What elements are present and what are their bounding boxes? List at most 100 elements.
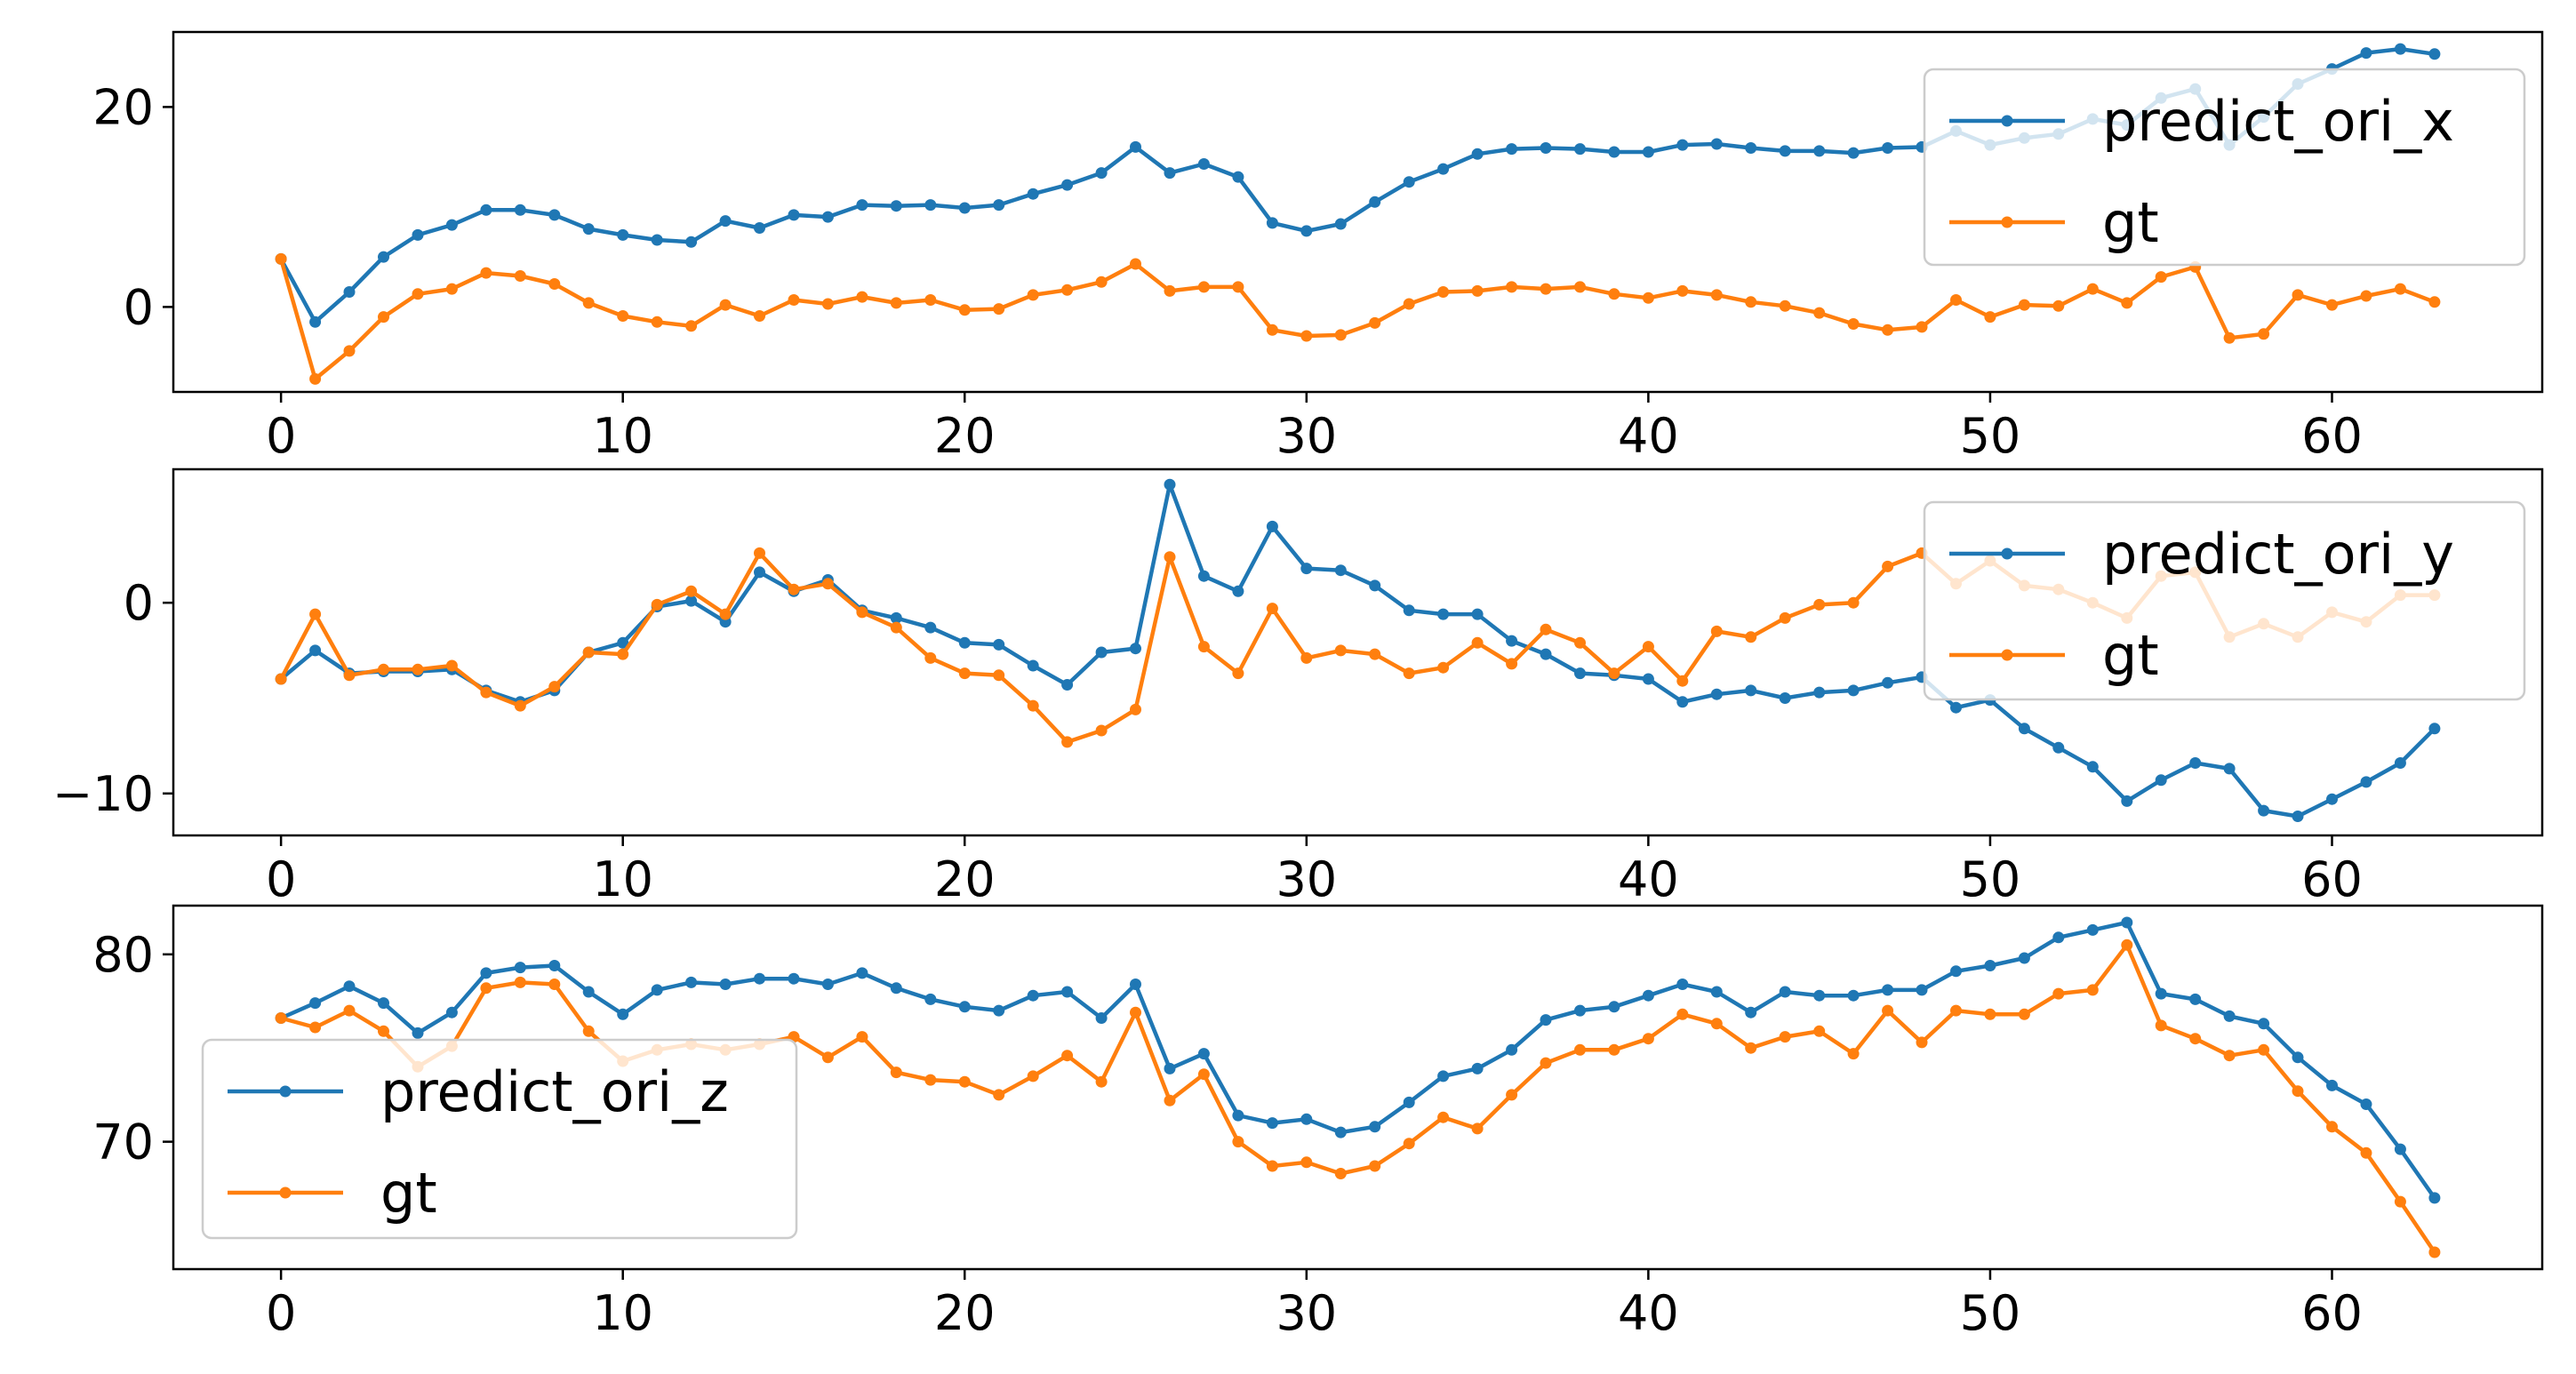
data-point	[2189, 757, 2202, 769]
x-tick-label: 50	[1960, 851, 2021, 907]
data-point	[2326, 1121, 2338, 1133]
data-point	[1403, 604, 1415, 617]
legend-entry-gt: gt	[228, 1161, 437, 1226]
data-point	[480, 686, 492, 699]
axes-frame	[172, 30, 2544, 394]
data-point	[1847, 318, 1860, 330]
data-point	[1710, 289, 1723, 301]
data-point	[2121, 297, 2133, 309]
subplot-2: 0 10 20 30 40 50 60 −10 0 predict_ori_ygt	[52, 467, 2544, 907]
data-point	[1164, 478, 1176, 491]
data-point	[719, 215, 732, 228]
data-point	[1266, 217, 1278, 229]
data-point	[1847, 1048, 1860, 1060]
data-point	[1916, 1036, 1928, 1049]
data-point	[2428, 296, 2441, 308]
data-point	[856, 1031, 868, 1043]
data-point	[275, 673, 287, 685]
data-point	[2223, 332, 2236, 344]
data-point	[1847, 989, 1860, 1002]
y-tick-label: −10	[52, 766, 154, 822]
data-point	[890, 297, 902, 309]
data-point	[1847, 147, 1860, 159]
data-point	[821, 1051, 834, 1064]
data-point	[1471, 148, 1484, 160]
data-point	[993, 669, 1005, 682]
legend-entry-gt: gt	[1949, 623, 2159, 688]
data-point	[2394, 43, 2406, 55]
x-tick-label: 20	[934, 408, 996, 464]
x-tick-label: 10	[592, 851, 653, 907]
legend: predict_ori_zgt	[201, 1038, 798, 1240]
data-point	[1437, 661, 1450, 674]
data-point	[1197, 281, 1210, 293]
data-point	[2428, 723, 2441, 735]
data-point	[1403, 298, 1415, 310]
data-point	[2052, 741, 2065, 754]
data-point	[1334, 564, 1347, 577]
legend: predict_ori_ygt	[1923, 500, 2526, 701]
x-tick-label: 50	[1960, 408, 2021, 464]
data-point	[309, 997, 322, 1010]
legend-box	[201, 1038, 798, 1240]
data-point	[309, 316, 322, 328]
data-point	[2326, 793, 2338, 805]
x-tick-label: 60	[2301, 1285, 2363, 1341]
data-point	[617, 228, 629, 241]
data-point	[1403, 1096, 1415, 1108]
data-point	[343, 669, 356, 682]
data-point	[445, 283, 458, 295]
data-point	[514, 962, 526, 974]
data-point	[1779, 300, 1791, 312]
data-point	[1882, 676, 1894, 689]
data-point	[582, 1025, 595, 1037]
data-point	[2018, 299, 2030, 311]
data-point	[275, 1012, 287, 1024]
x-tick-label: 60	[2301, 851, 2363, 907]
data-point	[1676, 1008, 1689, 1020]
data-point	[1130, 979, 1141, 990]
data-point	[1334, 1126, 1347, 1138]
data-point	[1232, 1109, 1244, 1122]
data-point	[1095, 1012, 1108, 1024]
data-point	[1300, 563, 1313, 575]
data-point	[1506, 1043, 1518, 1056]
data-point	[821, 578, 834, 590]
data-point	[1847, 596, 1860, 609]
data-point	[924, 621, 937, 634]
data-point	[1061, 179, 1074, 191]
data-point	[856, 606, 868, 619]
data-point	[958, 636, 971, 649]
data-point	[445, 659, 458, 672]
data-point	[1130, 258, 1141, 270]
data-point	[1608, 288, 1620, 300]
data-point	[309, 372, 322, 385]
data-point	[378, 663, 389, 675]
data-point	[890, 982, 902, 995]
data-point	[788, 972, 800, 985]
axes-frame	[172, 904, 2544, 1271]
data-point	[1779, 986, 1791, 998]
y-tick-label: 70	[92, 1114, 154, 1170]
data-point	[617, 648, 629, 660]
y-tick-label: 80	[92, 927, 154, 983]
data-point	[412, 1027, 424, 1039]
data-point	[993, 199, 1005, 212]
x-tick-label: 0	[266, 851, 296, 907]
data-point	[309, 1021, 322, 1034]
y-tick-label: 0	[124, 575, 154, 631]
data-point	[2223, 1050, 2236, 1062]
x-tick-label: 40	[1618, 1285, 1679, 1341]
data-point	[309, 608, 322, 620]
data-point	[685, 976, 698, 988]
data-point	[1334, 644, 1347, 657]
data-point	[1950, 294, 1962, 306]
legend-marker	[279, 1085, 292, 1098]
data-point	[890, 621, 902, 634]
legend-marker	[2001, 115, 2013, 127]
data-point	[2223, 763, 2236, 775]
data-point	[1540, 283, 1552, 295]
data-point	[2258, 1018, 2270, 1030]
data-point	[514, 270, 526, 282]
